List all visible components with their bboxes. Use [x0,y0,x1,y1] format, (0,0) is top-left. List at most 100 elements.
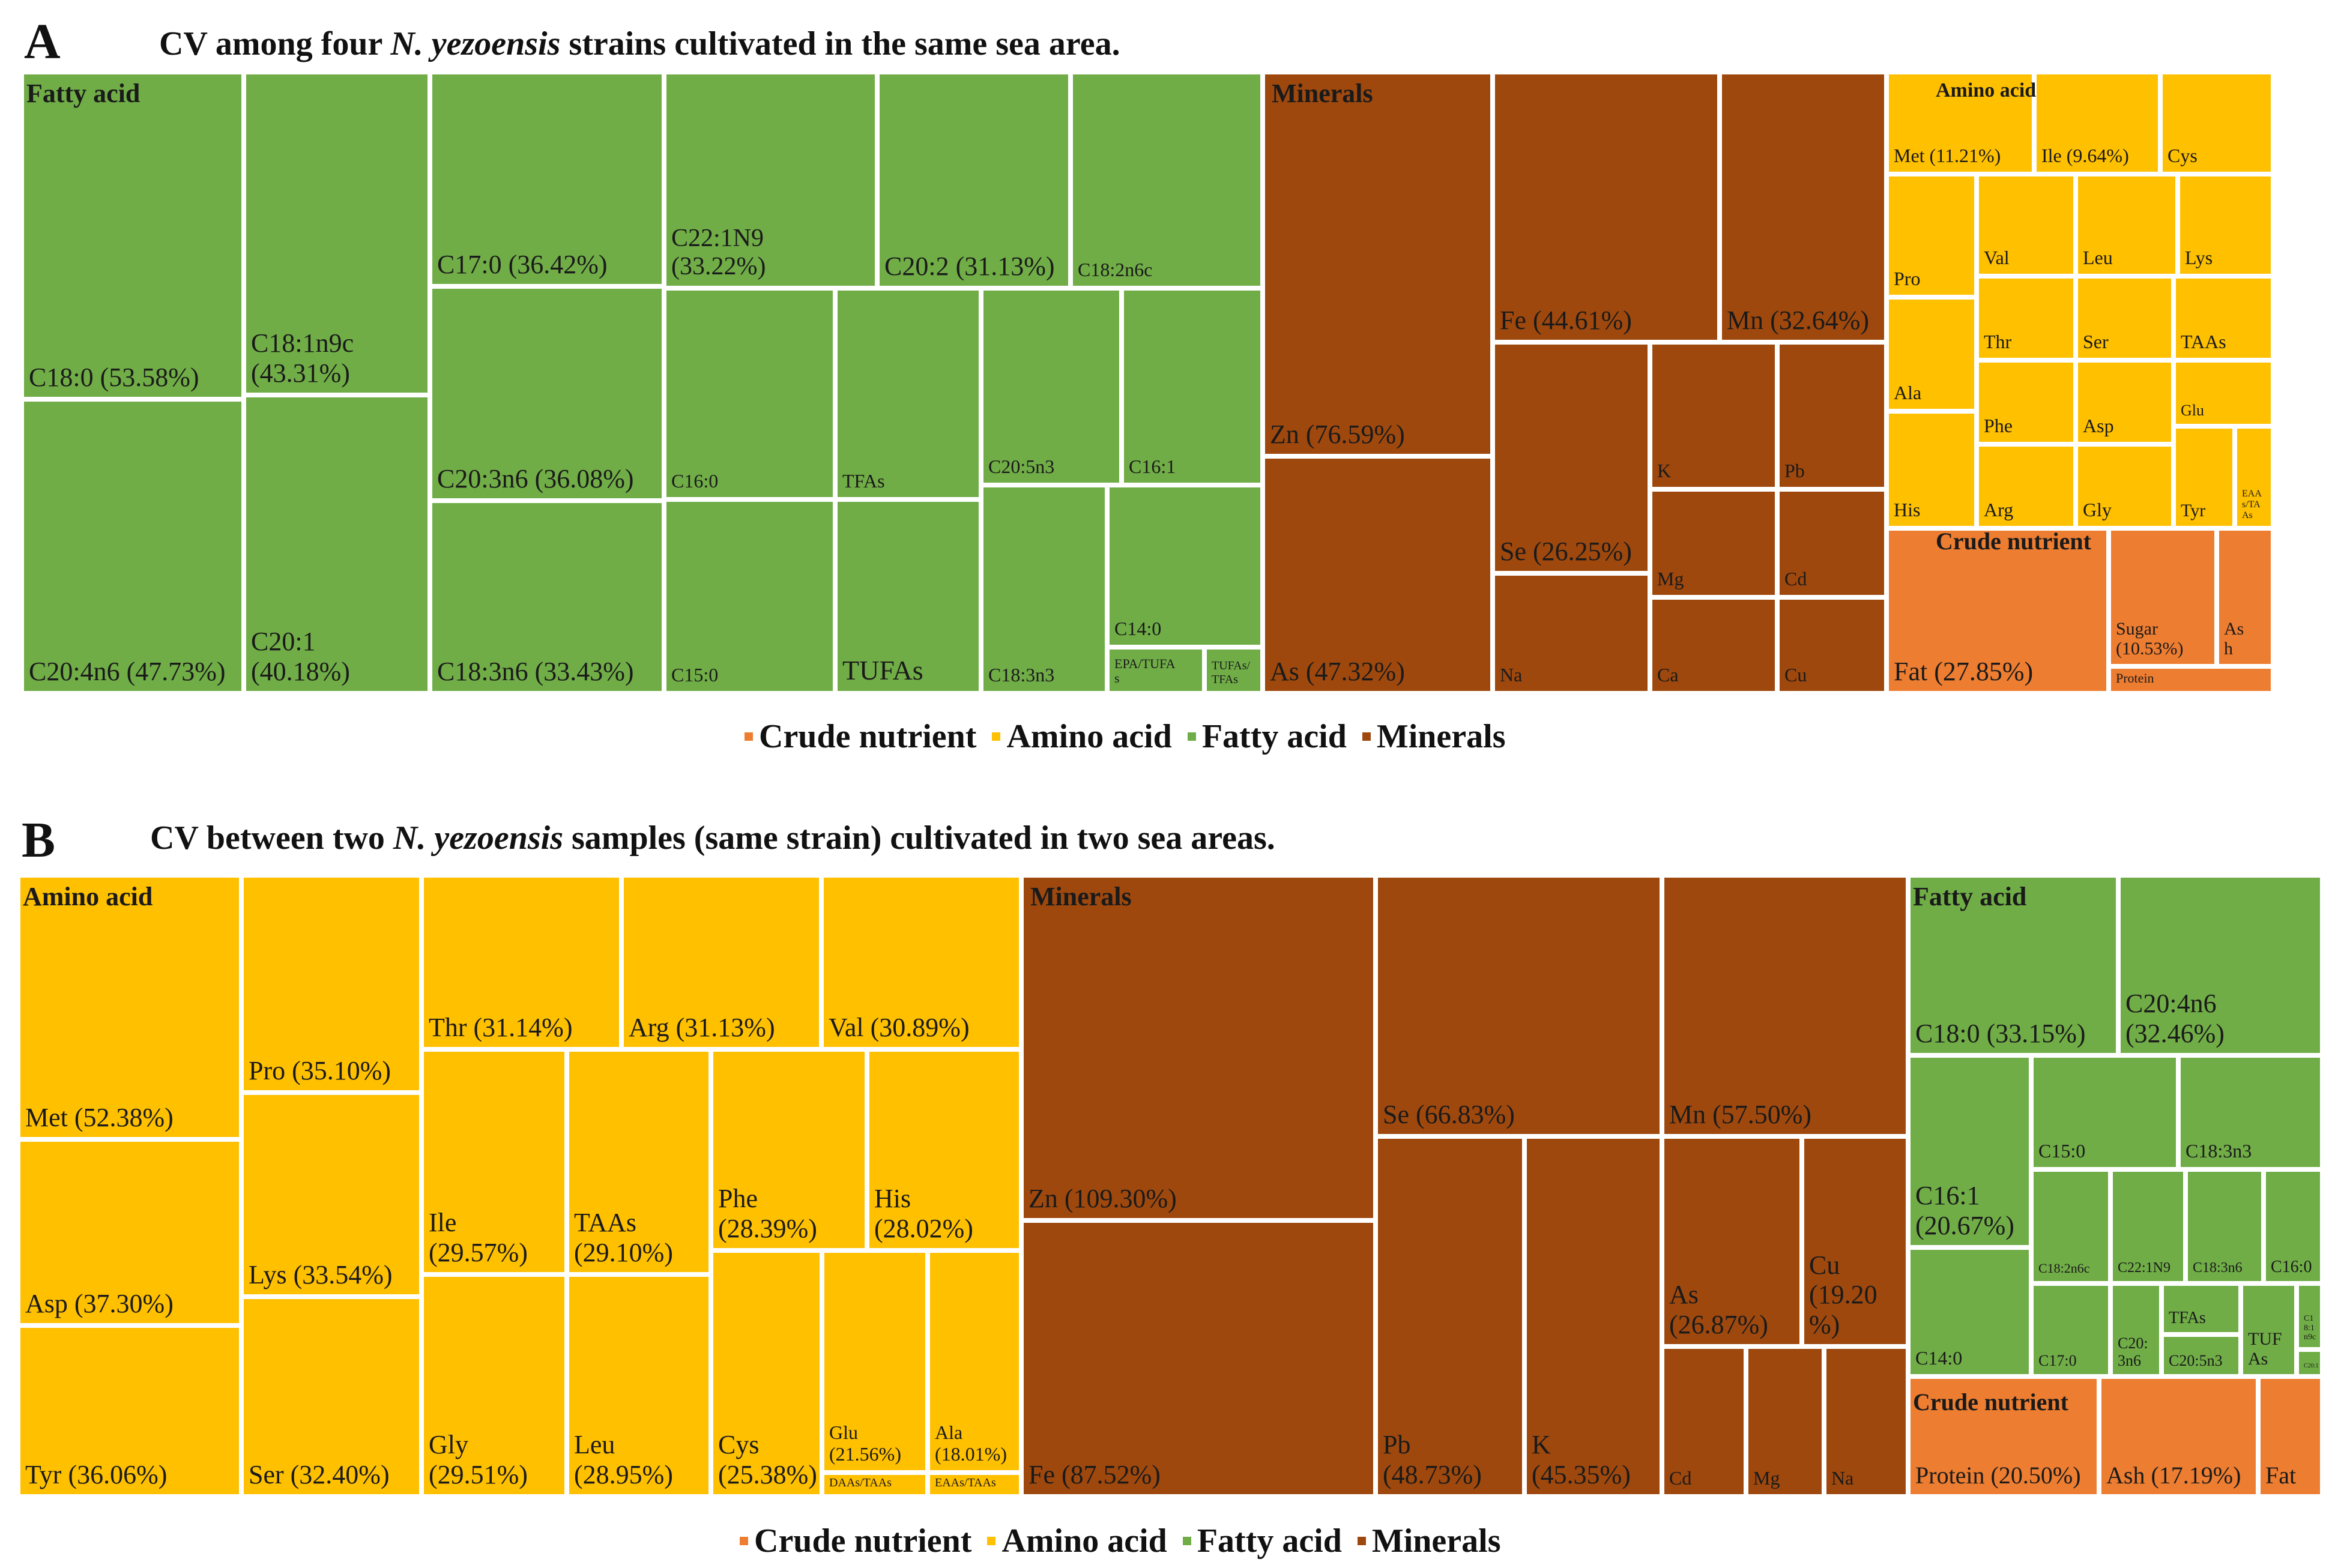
treemap-a-cell-label: TAAs [2181,331,2226,353]
treemap-b-cell-label: Fe (87.52%) [1029,1459,1161,1489]
treemap-b-cell-label: Leu (28.95%) [574,1430,673,1489]
treemap-b-cell: C20:1 [2297,1349,2322,1377]
treemap-a-cell-label: EPA/TUFA s [1114,656,1176,686]
treemap-a-cell: C18:2n6c [1071,72,1263,288]
treemap-a-cell-label: Cu [1784,664,1807,686]
treemap-b-cell-label: Se (66.83%) [1383,1099,1515,1129]
treemap-a-cell-label: Thr [1984,331,2012,353]
treemap-a-cell: Gly [2076,444,2173,528]
treemap-b-cell-label: C18:3n3 [2186,1140,2252,1162]
treemap-b-cell-label: Lys (33.54%) [249,1259,393,1289]
treemap-a-cell: Pb [1777,342,1886,489]
treemap-a-cell: Phe [1977,360,2076,444]
treemap-a-cell-label: TUFAs/ TFAs [1212,659,1251,686]
treemap-a-cell: Fat (27.85%) [1886,528,2109,693]
treemap-a-cell-label: C18:3n3 [988,664,1055,686]
treemap-b-cell-label: Thr (31.14%) [429,1012,573,1042]
legend-swatch [1357,1537,1366,1545]
treemap-a-cell: As h [2217,528,2273,666]
treemap-a-cell: Cd [1777,489,1886,597]
legend-item: Crude nutrient [740,1522,971,1560]
panel-b-title-part-1: CV between two [150,819,393,857]
legend-label: Fatty acid [1197,1522,1342,1560]
legend-item: Minerals [1357,1522,1501,1560]
treemap-b-cell: C1 8:1 n9c [2297,1283,2322,1349]
treemap-a-cell-label: C16:0 [671,470,719,492]
treemap-a-cell-label: Lys [2185,247,2213,269]
treemap-a-cell-label: Asp [2083,415,2114,437]
treemap-b-cell: Ala (18.01%) [928,1250,1021,1473]
legend-swatch [1362,732,1371,741]
panel-b-title-species: N. yezoensis [393,819,563,857]
treemap-a-cell: C16:0 [664,288,835,499]
treemap-a-cell-label: C16:1 [1129,456,1176,478]
treemap-b-cell-label: C22:1N9 [2118,1260,2171,1276]
treemap-a-cell: EPA/TUFA s [1107,647,1204,693]
legend-item: Minerals [1362,717,1506,756]
treemap-b-cell: Glu (21.56%) [822,1250,928,1473]
treemap-b-cell-label: C20:1 [2304,1362,2319,1369]
treemap-a-cell: Protein [2109,666,2273,693]
treemap-a-cell-label: C18:2n6c [1078,259,1153,281]
treemap-b-cell-label: His (28.02%) [874,1184,973,1243]
legend-item: Crude nutrient [745,717,976,756]
treemap-a-cell-label: C20:5n3 [988,456,1055,478]
treemap-a-cell-label: TFAs [842,470,885,492]
treemap-b-cell-label: C18:0 (33.15%) [1915,1018,2086,1048]
treemap-b-cell: C18:2n6c [2031,1169,2110,1283]
treemap-a-group-header: Crude nutrient [1936,528,2091,555]
treemap-a-cell-label: Gly [2083,499,2112,521]
treemap-a-cell: C20:2 (31.13%) [877,72,1071,288]
treemap-a-cell: TUFAs [835,499,981,693]
treemap-b-cell: Cys (25.38%) [711,1250,822,1497]
treemap-b-cell-label: Asp (37.30%) [25,1288,174,1318]
treemap-a-cell: Ile (9.64%) [2034,72,2160,174]
panel-b-letter: B [22,812,56,868]
treemap-b-cell-label: Gly (29.51%) [429,1430,528,1489]
treemap-a-cell-label: Na [1500,664,1523,686]
treemap-b-cell-label: Na [1831,1467,1854,1489]
panel-a-title-species: N. yezoensis [390,25,561,62]
treemap-b-cell-label: C16:1 (20.67%) [1915,1181,2014,1240]
treemap-a-cell-label: Ile (9.64%) [2041,145,2129,167]
treemap-a-cell-label: Arg [1984,499,2014,521]
treemap-a-cell-label: Leu [2083,247,2113,269]
treemap-a-cell-label: Pb [1784,460,1805,482]
treemap-a-cell-label: C22:1N9 (33.22%) [671,224,766,280]
treemap-a-cell: C16:1 [1122,288,1263,485]
legend-item: Fatty acid [1187,717,1347,756]
treemap-a-cell: Pro [1886,174,1977,297]
legend-label: Crude nutrient [754,1522,972,1560]
treemap-b-cell-label: Ala (18.01%) [935,1422,1007,1465]
treemap-b-cell: C20:4n6 (32.46%) [2118,875,2322,1055]
treemap-a-group-header: Amino acid [1936,79,2037,101]
treemap-b-cell: Leu (28.95%) [567,1274,711,1497]
treemap-b-cell-label: Arg (31.13%) [629,1012,775,1042]
treemap-a-cell: Lys [2178,174,2273,276]
treemap-b-cell-label: Pro (35.10%) [249,1055,391,1085]
treemap-a-cell-label: Ser [2083,331,2109,353]
treemap-b-cell: Lys (33.54%) [241,1093,421,1297]
treemap-a-cell-label: EAA s/TA As [2242,489,2262,521]
treemap-a-cell-label: As (47.32%) [1270,656,1405,686]
treemap-b-cell-label: Zn (109.30%) [1029,1183,1177,1213]
treemap-b-cell-label: DAAs/TAAs [829,1476,892,1489]
treemap-b-cell-label: Ile (29.57%) [429,1208,528,1267]
legend-label: Crude nutrient [759,718,977,755]
treemap-b-cell-label: Cd [1669,1467,1692,1489]
panel-a-letter: A [24,14,61,70]
treemap-b-cell: Ash (17.19%) [2099,1377,2258,1497]
treemap-b-cell: Fe (87.52%) [1021,1220,1376,1497]
legend-label: Amino acid [1001,1522,1167,1560]
treemap-b-cell-label: EAAs/TAAs [935,1476,996,1489]
treemap-b-cell: K (45.35%) [1524,1136,1662,1497]
treemap-a-cell-label: Protein [2116,671,2154,686]
treemap-a-cell-label: C18:0 (53.58%) [29,362,199,392]
treemap-b-cell: Ser (32.40%) [241,1297,421,1497]
treemap-b-cell-label: Cys (25.38%) [718,1430,817,1489]
treemap-b-cell-label: C17:0 [2038,1351,2077,1369]
treemap-b-cell: Cu (19.20 %) [1802,1136,1908,1346]
treemap-a-cell: Tyr [2173,426,2235,528]
treemap-a-cell-label: C20:3n6 (36.08%) [437,463,634,493]
treemap-b-cell-label: Ash (17.19%) [2106,1462,2241,1489]
